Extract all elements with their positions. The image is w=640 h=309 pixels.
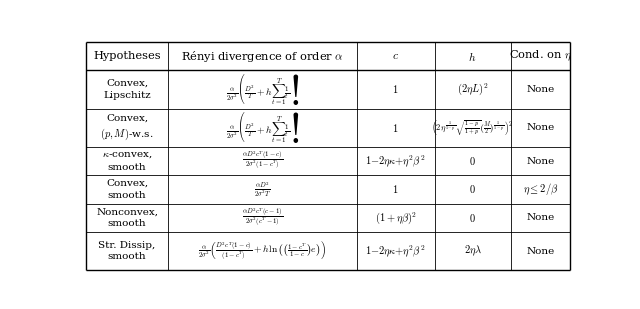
Text: $1$: $1$ xyxy=(392,122,399,134)
Text: $\left(2\eta^{\frac{1}{1-p}}\sqrt{\frac{1-p}{1+p}}\left(\frac{M}{2}\right)^{\fra: $\left(2\eta^{\frac{1}{1-p}}\sqrt{\frac{… xyxy=(431,118,514,137)
Text: $0$: $0$ xyxy=(469,183,476,195)
Text: Nonconvex,
smooth: Nonconvex, smooth xyxy=(96,207,158,228)
Text: $(2\eta L)^2$: $(2\eta L)^2$ xyxy=(457,82,488,97)
Text: $1{-}2\eta\kappa{+}\eta^2\beta^2$: $1{-}2\eta\kappa{+}\eta^2\beta^2$ xyxy=(365,153,426,169)
Text: $0$: $0$ xyxy=(469,155,476,167)
Text: Convex,
Lipschitz: Convex, Lipschitz xyxy=(103,79,151,100)
Text: $\frac{\alpha D^2}{2\sigma^2 T}$: $\frac{\alpha D^2}{2\sigma^2 T}$ xyxy=(254,180,271,198)
Text: $\eta \leq 2/\beta$: $\eta \leq 2/\beta$ xyxy=(522,181,558,197)
Text: Str. Dissip,
smooth: Str. Dissip, smooth xyxy=(99,241,156,261)
Text: $\frac{\alpha D^2 c^T(c-1)}{2\sigma^2(c^T-1)}$: $\frac{\alpha D^2 c^T(c-1)}{2\sigma^2(c^… xyxy=(242,207,283,229)
Text: $1{-}2\eta\kappa{+}\eta^2\beta^2$: $1{-}2\eta\kappa{+}\eta^2\beta^2$ xyxy=(365,243,426,259)
Text: Cond. on $\eta$: Cond. on $\eta$ xyxy=(509,49,572,63)
Text: $(1+\eta\beta)^2$: $(1+\eta\beta)^2$ xyxy=(375,210,417,226)
Text: $0$: $0$ xyxy=(469,212,476,224)
Text: $\frac{\alpha}{2\sigma^2}\left(\frac{D^2}{T} + h\sum_{t=1}^{T}\frac{1}{t}\right): $\frac{\alpha}{2\sigma^2}\left(\frac{D^2… xyxy=(226,72,300,107)
Text: None: None xyxy=(526,85,554,94)
Text: None: None xyxy=(526,157,554,166)
Text: $\frac{\alpha}{2\sigma^2}\left(\frac{D^2 c^T(1-c)}{(1-c^T)}+h\ln\left(\left(\fra: $\frac{\alpha}{2\sigma^2}\left(\frac{D^2… xyxy=(198,239,326,263)
Text: None: None xyxy=(526,247,554,256)
Text: $h$: $h$ xyxy=(468,49,477,62)
Text: $2\eta\lambda$: $2\eta\lambda$ xyxy=(463,244,482,258)
Text: None: None xyxy=(526,123,554,132)
Text: $\kappa$-convex,
smooth: $\kappa$-convex, smooth xyxy=(102,150,152,172)
Text: $\frac{\alpha}{2\sigma^2}\left(\frac{D^2}{T} + h\sum_{t=1}^{T}\frac{1}{t}\right): $\frac{\alpha}{2\sigma^2}\left(\frac{D^2… xyxy=(226,110,300,145)
Text: $1$: $1$ xyxy=(392,183,399,195)
Text: Rényi divergence of order $\alpha$: Rényi divergence of order $\alpha$ xyxy=(181,49,344,64)
Text: $\frac{\alpha D^2 c^T(1-c)}{2\sigma^2(1-c^T)}$: $\frac{\alpha D^2 c^T(1-c)}{2\sigma^2(1-… xyxy=(242,150,283,172)
Text: Convex,
$(p, M)$-w.s.: Convex, $(p, M)$-w.s. xyxy=(100,113,154,142)
Text: None: None xyxy=(526,213,554,222)
Text: Hypotheses: Hypotheses xyxy=(93,51,161,61)
Text: $c$: $c$ xyxy=(392,51,399,61)
Text: $1$: $1$ xyxy=(392,83,399,95)
Text: Convex,
smooth: Convex, smooth xyxy=(106,179,148,200)
